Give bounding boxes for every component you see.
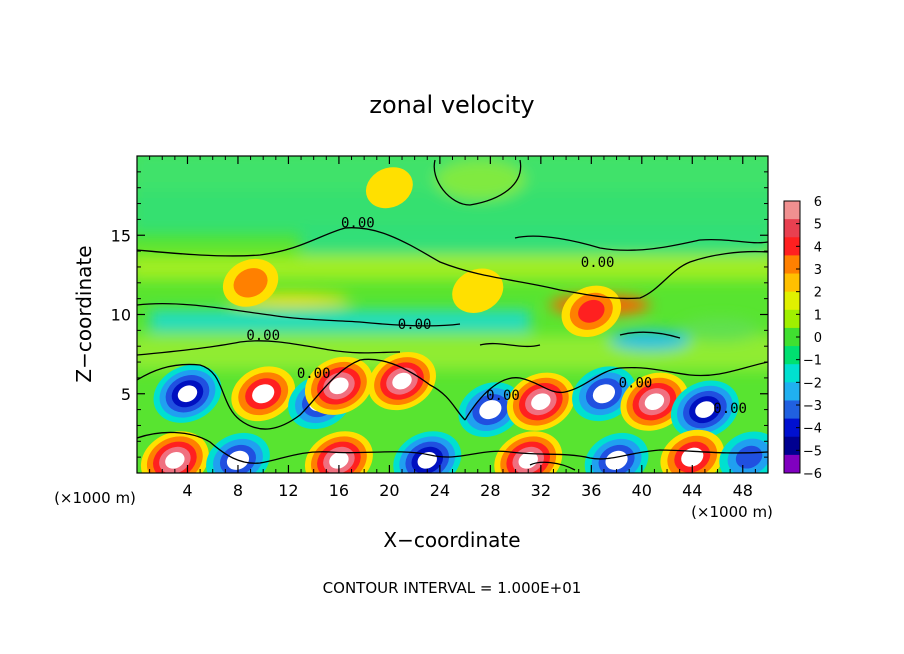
x-tick-label-10: 44 [682, 481, 702, 500]
colorbar-swatch-12 [784, 418, 800, 438]
colorbar: 6 5 4 3 2 1 0 −1 −2 −3 −4 −5 −6 [783, 195, 822, 482]
colorbar-swatch-1 [784, 219, 800, 238]
y-tick-label-2: 15 [111, 226, 131, 245]
anomaly-1 [231, 366, 296, 422]
colorbar-swatch-5 [784, 291, 800, 311]
contour-interval-note: CONTOUR INTERVAL = 1.000E+01 [323, 579, 582, 597]
x-tick-label-7: 32 [531, 481, 551, 500]
anomaly-20 [561, 285, 622, 337]
colorbar-tick-label-12: −6 [803, 467, 822, 482]
colorbar-tick-label-3: 3 [814, 263, 822, 278]
colorbar-swatch-7 [784, 327, 800, 347]
contour-label-2: 0.00 [398, 317, 432, 333]
x-tick-label-4: 20 [379, 481, 399, 500]
contour-label-4: 0.00 [297, 366, 331, 382]
colorbar-tick-label-1: 5 [814, 218, 822, 233]
x-tick-label-5: 24 [430, 481, 450, 500]
colorbar-swatch-13 [784, 436, 800, 456]
colorbar-tick-label-11: −5 [803, 444, 822, 459]
colorbar-tick-label-7: −1 [803, 354, 822, 369]
x-tick-label-8: 36 [581, 481, 601, 500]
colorbar-tick-label-8: −2 [803, 376, 822, 391]
anomaly-16 [660, 429, 725, 473]
x-unit-left: (×1000 m) [54, 489, 136, 507]
x-tick-label-0: 4 [182, 481, 192, 500]
contour-label-1: 0.00 [581, 255, 615, 271]
x-tick-label-6: 28 [480, 481, 500, 500]
x-tick-label-2: 12 [278, 481, 298, 500]
colorbar-tick-label-0: 6 [814, 195, 822, 210]
anomaly-21 [365, 167, 413, 209]
colorbar-swatch-9 [784, 364, 800, 383]
y-axis-label: Z−coordinate [72, 245, 96, 382]
anomaly-7 [572, 366, 636, 422]
colorbar-tick-label-6: 0 [814, 331, 822, 346]
colorbar-tick-label-10: −4 [803, 422, 822, 437]
colorbar-swatch-3 [784, 255, 800, 275]
x-unit-right: (×1000 m) [691, 503, 773, 521]
anomaly-12 [304, 431, 373, 473]
colorbar-swatch-8 [784, 346, 800, 365]
y-tick-label-1: 10 [111, 306, 131, 325]
anomaly-9 [670, 380, 739, 439]
x-axis-label: X−coordinate [383, 528, 520, 552]
contour-label-6: 0.00 [619, 375, 653, 391]
anomaly-3 [304, 356, 373, 415]
y-tick-label-0: 5 [121, 385, 131, 404]
x-tick-label-1: 8 [233, 481, 243, 500]
colorbar-swatch-6 [784, 309, 800, 329]
anomaly-0 [153, 364, 222, 423]
colorbar-swatch-2 [784, 237, 800, 256]
anomaly-18 [222, 258, 279, 307]
colorbar-tick-label-5: 1 [814, 308, 822, 323]
anomaly-14 [494, 431, 563, 473]
anomaly-10 [140, 431, 209, 473]
colorbar-tick-label-2: 4 [814, 240, 822, 255]
x-tick-label-11: 48 [733, 481, 753, 500]
velocity-field: 0.00 0.00 0.00 0.00 0.00 0.00 0.00 0.00 [137, 156, 768, 473]
colorbar-swatch-0 [784, 201, 800, 220]
colorbar-tick-label-9: −3 [803, 399, 822, 414]
colorbar-swatch-4 [784, 273, 800, 293]
contour-label-3: 0.00 [246, 328, 280, 344]
contour-lines [137, 159, 768, 471]
colorbar-tick-label-4: 2 [814, 286, 822, 301]
contour-label-7: 0.00 [713, 401, 747, 417]
anomaly-5 [458, 382, 523, 437]
chart-title: zonal velocity [369, 91, 534, 119]
colorbar-swatch-10 [784, 382, 800, 401]
contour-label-0: 0.00 [341, 215, 375, 231]
x-tick-label-3: 16 [329, 481, 349, 500]
x-axis: 4 8 12 16 20 24 28 32 36 40 44 48 [149, 156, 756, 500]
y-axis: 5 10 15 [111, 171, 768, 458]
anomaly-6 [506, 372, 575, 431]
anomaly-19 [452, 268, 504, 313]
anomaly-4 [368, 351, 436, 411]
colorbar-swatch-11 [784, 400, 800, 420]
contour-label-5: 0.00 [486, 388, 520, 404]
x-tick-label-9: 40 [632, 481, 652, 500]
colorbar-swatch-14 [784, 454, 800, 474]
anomaly-13 [393, 431, 462, 473]
anomaly-17 [719, 431, 768, 473]
